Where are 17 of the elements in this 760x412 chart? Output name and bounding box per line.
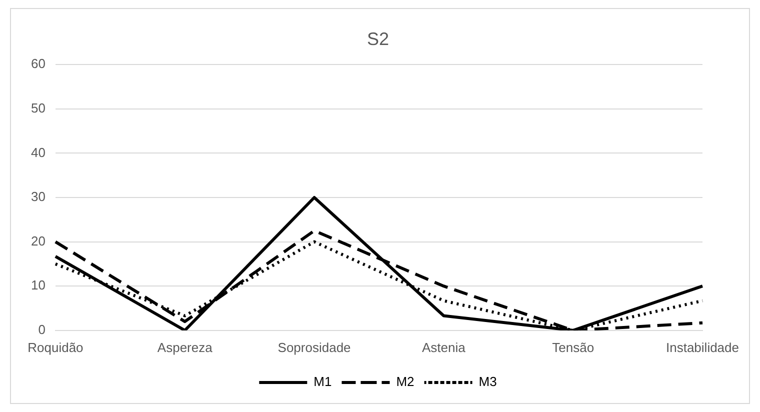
x-tick-label: Astenia [422, 340, 466, 355]
x-tick-label: Instabilidade [666, 340, 739, 355]
legend-label: M1 [314, 374, 332, 390]
x-tick-label: Roquidão [28, 340, 84, 355]
y-tick-label: 30 [30, 189, 46, 204]
y-tick-label: 0 [38, 322, 46, 337]
legend-label: M3 [478, 374, 497, 390]
y-tick-label: 20 [30, 233, 46, 248]
y-tick-label: 60 [30, 56, 46, 72]
x-tick-label: Aspereza [157, 340, 214, 355]
chart-title: S2 [366, 28, 390, 49]
x-tick-label: Tensão [552, 340, 594, 355]
y-tick-label: 10 [30, 278, 46, 293]
y-tick-label: 40 [30, 144, 46, 160]
legend-label: M2 [396, 374, 414, 390]
x-tick-label: Soprosidade [278, 340, 351, 355]
y-tick-label: 50 [30, 100, 46, 116]
